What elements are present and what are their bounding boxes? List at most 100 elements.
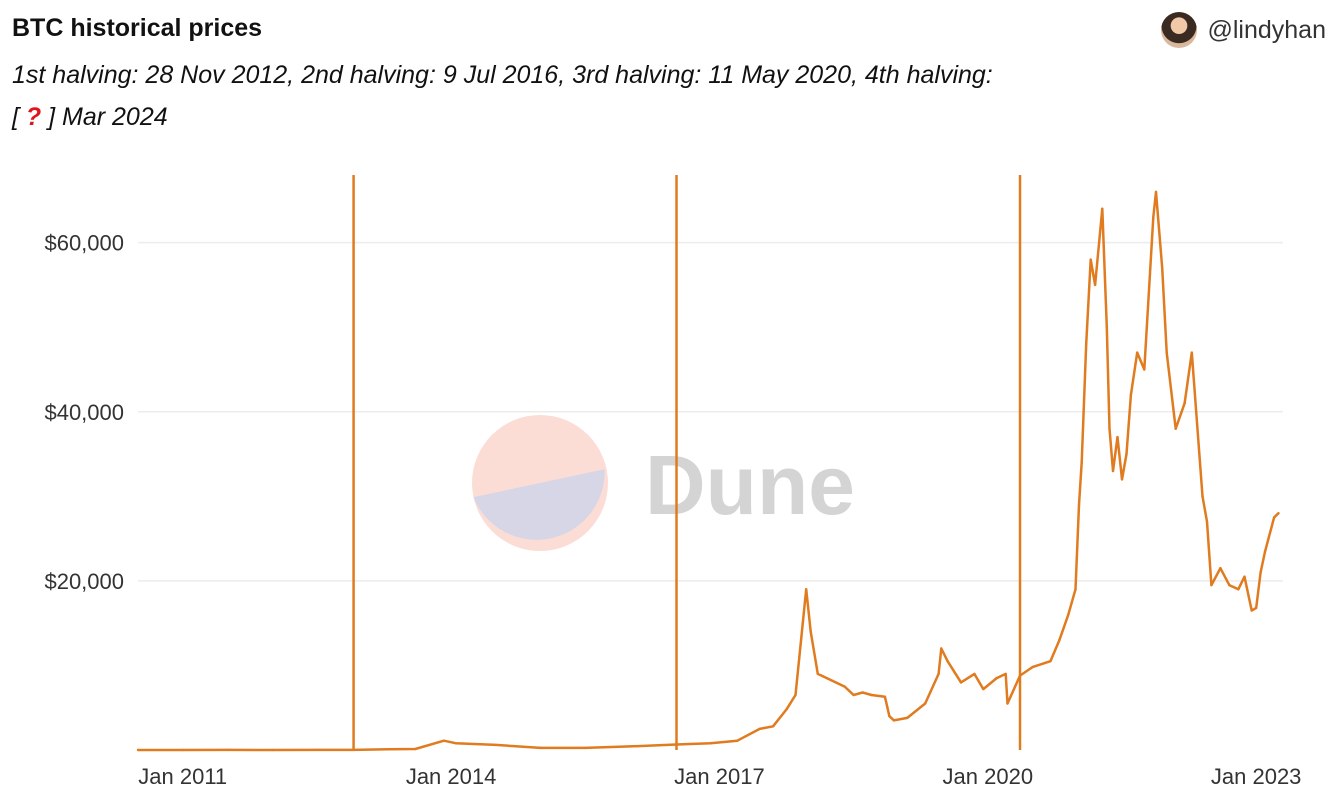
price-point [892, 719, 896, 722]
price-point [870, 693, 873, 697]
price-point [1136, 351, 1139, 354]
price-point [825, 676, 828, 680]
price-point [1255, 606, 1258, 610]
price-point [1152, 216, 1155, 219]
price-point [1031, 665, 1034, 669]
price-point [1111, 469, 1115, 473]
y-tick-label: $60,000 [44, 231, 124, 256]
price-point [1143, 368, 1146, 371]
price-point [1174, 427, 1177, 430]
price-point [1093, 283, 1097, 287]
price-point [1129, 393, 1133, 397]
halving-lines [352, 175, 1022, 750]
price-point [1154, 190, 1158, 194]
subtitle-main: 1st halving: 28 Nov 2012, 2nd halving: 9… [12, 61, 993, 89]
question-mark: ? [25, 103, 42, 131]
price-point [883, 695, 887, 698]
price-point [1165, 351, 1168, 354]
price-point [816, 672, 819, 676]
price-point [271, 748, 274, 752]
x-tick-label: Jan 2017 [674, 764, 765, 789]
price-point [736, 739, 739, 742]
price-point [1101, 207, 1104, 210]
price-point [1105, 326, 1109, 329]
price-point [1237, 588, 1240, 591]
price-point [1243, 575, 1246, 578]
price-point [414, 747, 417, 751]
price-point [1006, 702, 1009, 705]
price-point [940, 647, 943, 650]
price-point [1183, 402, 1186, 405]
price-point [442, 739, 446, 742]
x-axis: Jan 2011 Jan 2014 Jan 2017 Jan 2020 Jan 2023 [138, 764, 1301, 789]
price-point [982, 687, 985, 691]
price-point [852, 693, 855, 697]
price-point [584, 746, 587, 750]
y-tick-label: $40,000 [44, 400, 124, 425]
price-point [1190, 351, 1194, 354]
price-point [1004, 672, 1007, 676]
price-point [973, 672, 976, 676]
price-point [758, 727, 761, 731]
price-point [785, 708, 788, 711]
price-point [387, 748, 390, 751]
price-point [1201, 495, 1204, 498]
price-point [834, 681, 837, 684]
chart-title: BTC historical prices [12, 14, 263, 42]
price-point [906, 716, 909, 720]
price-point [1058, 638, 1061, 642]
price-point [136, 748, 140, 752]
price-point [1116, 435, 1119, 439]
price-point [1228, 583, 1231, 587]
price-point [1125, 452, 1128, 456]
price-point [1250, 609, 1253, 612]
price-point [1277, 512, 1280, 515]
price-point [1219, 567, 1222, 570]
grid-lines [138, 241, 1283, 582]
y-axis: $20,000 $40,000 $60,000 [44, 231, 124, 594]
watermark-logo-bottom [473, 469, 605, 540]
x-tick-label: Jan 2011 [138, 764, 227, 789]
price-point [888, 715, 891, 718]
price-point [181, 748, 184, 752]
dune-watermark: Dune [472, 415, 855, 551]
x-tick-label: Jan 2023 [1211, 764, 1302, 789]
price-point [352, 748, 355, 752]
price-point [628, 745, 632, 748]
price-point [1067, 613, 1070, 616]
author-badge[interactable]: @lindyhan [1161, 12, 1326, 48]
watermark-text: Dune [645, 438, 855, 532]
price-point [675, 743, 678, 746]
price-point [1080, 461, 1083, 464]
price-point [1259, 571, 1262, 574]
author-handle[interactable]: @lindyhan [1207, 15, 1326, 44]
price-point [709, 742, 712, 745]
price-point [937, 672, 940, 676]
price-point [861, 691, 864, 694]
price-point [1077, 503, 1081, 506]
price-point [843, 685, 846, 688]
price-point [1195, 410, 1198, 413]
price-point [1074, 588, 1077, 591]
avatar[interactable] [1161, 12, 1198, 48]
price-point [494, 743, 497, 747]
subtitle-rest: ] Mar 2024 [41, 103, 168, 131]
price-point [454, 742, 457, 745]
price-point [1263, 550, 1267, 553]
subtitle-open: [ [12, 103, 26, 131]
price-point [1018, 674, 1022, 677]
price-point [539, 746, 542, 750]
price-point [771, 725, 775, 728]
price-series [136, 190, 1280, 752]
y-tick-label: $20,000 [44, 569, 124, 594]
price-point [1205, 520, 1209, 523]
price-point [1085, 342, 1088, 346]
x-tick-label: Jan 2020 [943, 764, 1034, 789]
price-point [805, 588, 808, 591]
price-point [794, 693, 797, 697]
price-point [809, 630, 812, 633]
price-point [995, 676, 998, 680]
x-tick-label: Jan 2014 [406, 764, 497, 789]
price-point [1210, 583, 1213, 587]
